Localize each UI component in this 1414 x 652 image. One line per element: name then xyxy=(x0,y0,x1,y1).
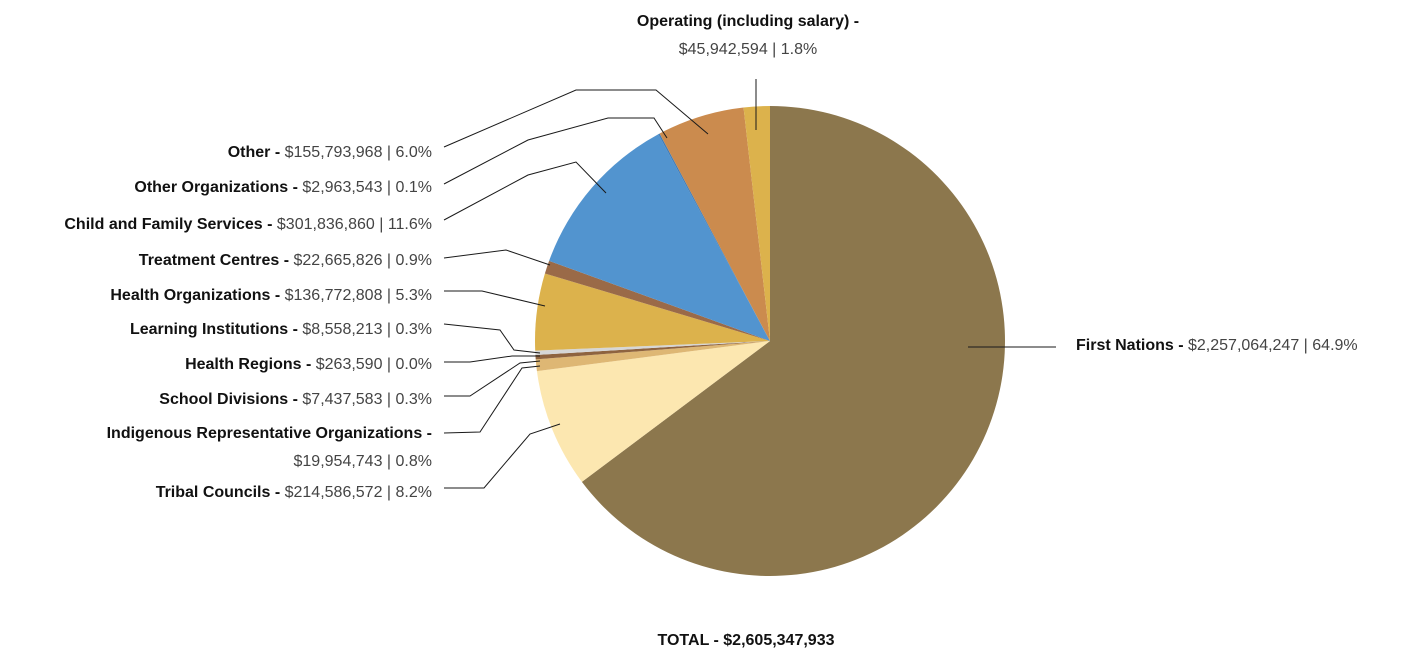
leader-line-indigenous-representative-organizations xyxy=(443,365,541,434)
slice-learning-institutions xyxy=(535,341,770,355)
label-learning-institutions: Learning Institutions - $8,558,213 | 0.3… xyxy=(130,321,432,338)
leader-line-health-regions xyxy=(444,355,540,363)
leader-line-tribal-councils xyxy=(444,423,561,489)
label-health-regions: Health Regions - $263,590 | 0.0% xyxy=(185,356,432,373)
leader-line-learning-institutions xyxy=(443,323,541,354)
slice-other xyxy=(659,107,770,341)
label-value-learning-institutions: $8,558,213 | 0.3% xyxy=(298,321,432,338)
pie-slices xyxy=(535,106,1005,576)
slice-indigenous-representative-organizations xyxy=(535,341,770,372)
label-value-operating-including-salary: $45,942,594 | 1.8% xyxy=(679,41,818,58)
leader-line-treatment-centres xyxy=(443,249,551,266)
label-child-and-family-services: Child and Family Services - $301,836,860… xyxy=(64,216,432,233)
slice-treatment-centres xyxy=(544,260,770,341)
label-health-organizations: Health Organizations - $136,772,808 | 5.… xyxy=(110,287,432,304)
label-value-child-and-family-services: $301,836,860 | 11.6% xyxy=(272,216,432,233)
label-school-divisions: School Divisions - $7,437,583 | 0.3% xyxy=(159,391,432,408)
label-value-other: $155,793,968 | 6.0% xyxy=(280,144,432,161)
leader-line-other xyxy=(443,89,709,148)
label-value-health-regions: $263,590 | 0.0% xyxy=(311,356,432,373)
label-name-child-and-family-services: Child and Family Services - xyxy=(64,216,272,233)
slice-first-nations xyxy=(581,106,1005,576)
label-treatment-centres: Treatment Centres - $22,665,826 | 0.9% xyxy=(139,252,432,269)
leader-line-school-divisions xyxy=(444,360,541,397)
label-other: Other - $155,793,968 | 6.0% xyxy=(228,144,432,161)
label-tribal-councils: Tribal Councils - $214,586,572 | 8.2% xyxy=(156,484,432,501)
slice-school-divisions xyxy=(535,341,770,360)
label-name-school-divisions: School Divisions - xyxy=(159,391,298,408)
label-value-treatment-centres: $22,665,826 | 0.9% xyxy=(289,252,432,269)
label-indigenous-representative-organizations: Indigenous Representative Organizations … xyxy=(107,425,432,470)
label-operating-including-salary: Operating (including salary) - $45,942,59… xyxy=(637,13,859,58)
label-value-indigenous-representative-organizations: $19,954,743 | 0.8% xyxy=(294,453,433,470)
slice-labels: First Nations - $2,257,064,247 | 64.9% Tr… xyxy=(64,13,1357,501)
label-first-nations: First Nations - $2,257,064,247 | 64.9% xyxy=(1076,337,1358,354)
slice-other-organizations xyxy=(658,133,770,341)
label-name-health-organizations: Health Organizations - xyxy=(110,287,280,304)
label-name-learning-institutions: Learning Institutions - xyxy=(130,321,298,338)
label-name-tribal-councils: Tribal Councils - xyxy=(156,484,280,501)
slice-health-organizations xyxy=(535,273,770,351)
label-name-first-nations: First Nations - xyxy=(1076,337,1184,354)
label-name-other: Other - xyxy=(228,144,280,161)
leader-line-child-and-family-services xyxy=(443,161,607,221)
label-other-organizations: Other Organizations - $2,963,543 | 0.1% xyxy=(134,179,432,196)
total-label: TOTAL - $2,605,347,933 xyxy=(658,632,835,649)
label-name-treatment-centres: Treatment Centres - xyxy=(139,252,289,269)
slice-tribal-councils xyxy=(536,341,770,482)
label-name-health-regions: Health Regions - xyxy=(185,356,311,373)
leader-line-health-organizations xyxy=(444,290,546,307)
slice-operating-including-salary xyxy=(743,106,770,341)
label-name-operating-including-salary: Operating (including salary) - xyxy=(637,13,859,30)
label-name-other-organizations: Other Organizations - xyxy=(134,179,298,196)
label-value-other-organizations: $2,963,543 | 0.1% xyxy=(298,179,432,196)
slice-child-and-family-services xyxy=(549,134,770,341)
label-value-first-nations: $2,257,064,247 | 64.9% xyxy=(1184,337,1358,354)
label-value-tribal-councils: $214,586,572 | 8.2% xyxy=(280,484,432,501)
leader-line-other-organizations xyxy=(443,117,668,185)
label-value-school-divisions: $7,437,583 | 0.3% xyxy=(298,391,432,408)
label-name-indigenous-representative-organizations: Indigenous Representative Organizations … xyxy=(107,425,432,442)
label-value-health-organizations: $136,772,808 | 5.3% xyxy=(280,287,432,304)
